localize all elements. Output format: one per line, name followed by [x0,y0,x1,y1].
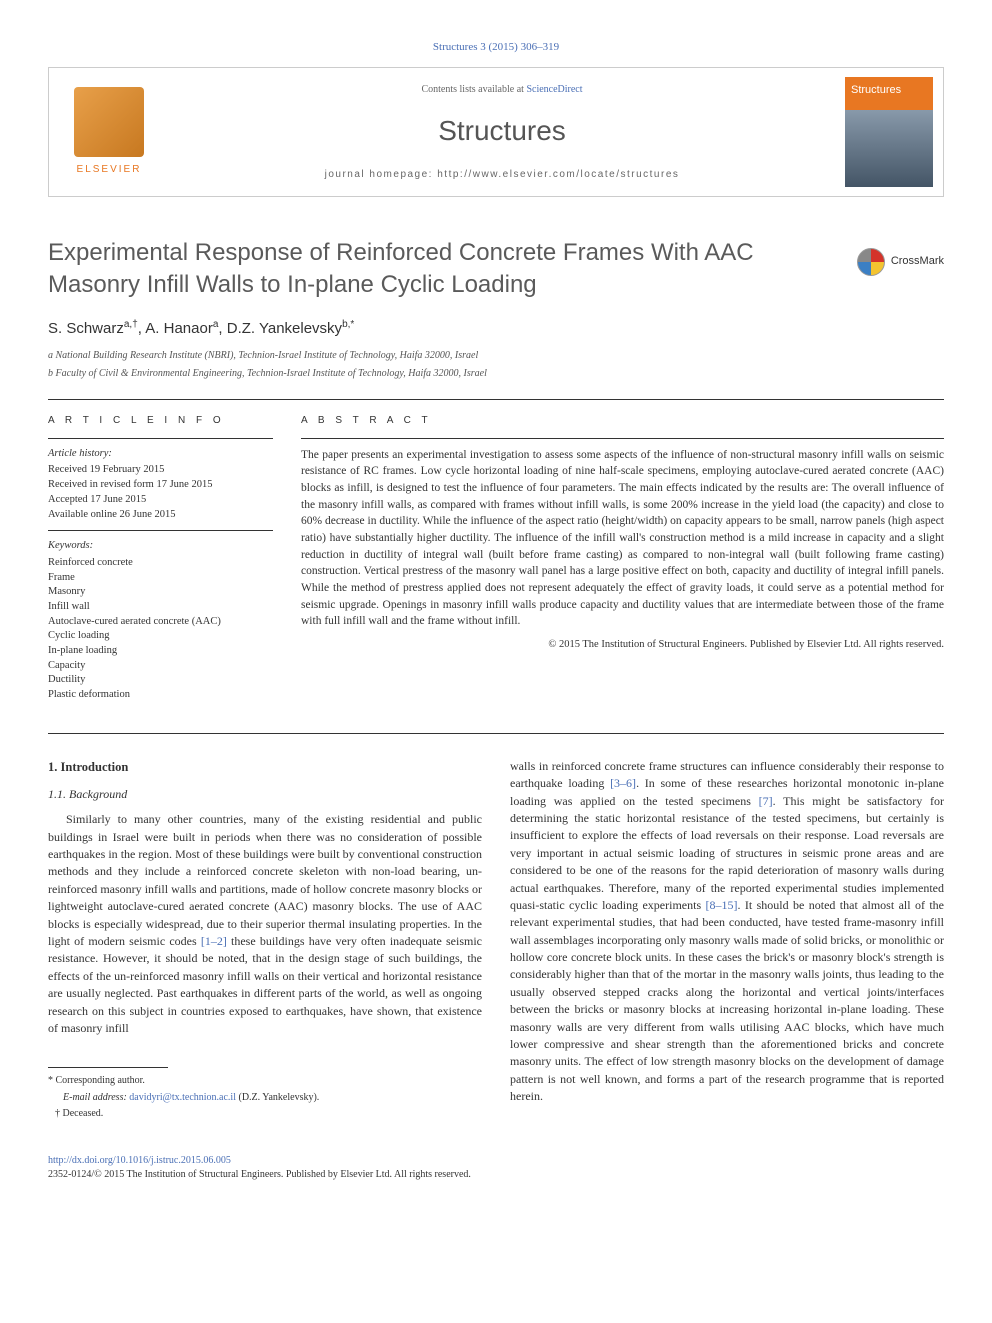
article-info-heading: A R T I C L E I N F O [48,414,273,428]
elsevier-tree-icon [74,87,144,157]
email-attribution: (D.Z. Yankelevsky). [236,1092,319,1103]
crossmark-label: CrossMark [891,254,944,269]
history-revised: Received in revised form 17 June 2015 [48,478,273,493]
author-2-sup: a [213,319,219,330]
history-online: Available online 26 June 2015 [48,508,273,523]
abstract-heading: A B S T R A C T [301,414,944,428]
journal-name: Structures [159,111,845,150]
keyword: Frame [48,571,273,586]
author-3-sup: b,* [342,319,354,330]
footnote-deceased: † Deceased. [48,1107,482,1122]
abstract-column: A B S T R A C T The paper presents an ex… [301,414,944,719]
affiliation-b: b Faculty of Civil & Environmental Engin… [48,367,944,381]
section-1-1-heading: 1.1. Background [48,786,482,803]
reference-link-8-15[interactable]: [8–15] [706,898,738,912]
journal-cover-label: Structures [851,83,901,98]
footnote-corresponding: * Corresponding author. [48,1074,482,1089]
citation-line: Structures 3 (2015) 306–319 [48,40,944,55]
authors-line: S. Schwarza,†, A. Hanaora, D.Z. Yankelev… [48,318,944,339]
crossmark-badge[interactable]: CrossMark [857,248,944,276]
sciencedirect-link[interactable]: ScienceDirect [526,84,582,95]
crossmark-icon [857,248,885,276]
body-column-right: walls in reinforced concrete frame struc… [510,758,944,1124]
abstract-text: The paper presents an experimental inves… [301,447,944,630]
contents-line: Contents lists available at ScienceDirec… [159,83,845,97]
footnote-email: E-mail address: davidyri@tx.technion.ac.… [48,1091,482,1106]
homepage-prefix: journal homepage: [325,169,438,180]
elsevier-label: ELSEVIER [77,163,142,177]
journal-cover-thumbnail: Structures [845,77,933,187]
body-text: . This might be satisfactory for determi… [510,794,944,912]
keywords-label: Keywords: [48,539,273,554]
email-link[interactable]: davidyri@tx.technion.ac.il [129,1092,236,1103]
keyword: Capacity [48,659,273,674]
contents-prefix: Contents lists available at [421,84,526,95]
homepage-url[interactable]: http://www.elsevier.com/locate/structure… [437,169,679,180]
reference-link-3-6[interactable]: [3–6] [610,776,636,790]
page-footer: http://dx.doi.org/10.1016/j.istruc.2015.… [48,1154,944,1182]
history-received: Received 19 February 2015 [48,463,273,478]
body-text: these buildings have very often inadequa… [48,934,482,1035]
footnote-separator [48,1067,168,1068]
journal-homepage: journal homepage: http://www.elsevier.co… [159,168,845,182]
author-1: S. Schwarz [48,320,124,337]
section-1-heading: 1. Introduction [48,758,482,776]
article-title: Experimental Response of Reinforced Conc… [48,237,944,299]
keyword: Cyclic loading [48,629,273,644]
author-1-sup: a,† [124,319,138,330]
keyword: Plastic deformation [48,688,273,703]
keyword: In-plane loading [48,644,273,659]
email-label: E-mail address: [63,1092,129,1103]
elsevier-logo: ELSEVIER [59,77,159,187]
article-info-column: A R T I C L E I N F O Article history: R… [48,414,273,719]
body-text: Similarly to many other countries, many … [48,812,482,948]
issn-copyright: 2352-0124/© 2015 The Institution of Stru… [48,1168,944,1182]
reference-link-1-2[interactable]: [1–2] [201,934,227,948]
keyword: Autoclave-cured aerated concrete (AAC) [48,615,273,630]
reference-link-7[interactable]: [7] [759,794,773,808]
keyword: Ductility [48,673,273,688]
body-column-left: 1. Introduction 1.1. Background Similarl… [48,758,482,1124]
author-2: A. Hanaor [145,320,213,337]
article-history-label: Article history: [48,447,273,462]
abstract-copyright: © 2015 The Institution of Structural Eng… [301,638,944,653]
history-accepted: Accepted 17 June 2015 [48,493,273,508]
keyword: Reinforced concrete [48,556,273,571]
author-3: D.Z. Yankelevsky [227,320,342,337]
body-paragraph: Similarly to many other countries, many … [48,811,482,1037]
keyword: Infill wall [48,600,273,615]
body-paragraph: walls in reinforced concrete frame struc… [510,758,944,1106]
body-text: . It should be noted that almost all of … [510,898,944,1103]
doi-link[interactable]: http://dx.doi.org/10.1016/j.istruc.2015.… [48,1155,231,1166]
journal-header: ELSEVIER Contents lists available at Sci… [48,67,944,197]
affiliation-a: a National Building Research Institute (… [48,349,944,363]
keyword: Masonry [48,585,273,600]
